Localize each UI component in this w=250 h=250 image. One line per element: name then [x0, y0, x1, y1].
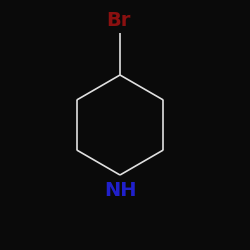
Text: Br: Br [106, 10, 131, 29]
Text: NH: NH [104, 181, 136, 200]
